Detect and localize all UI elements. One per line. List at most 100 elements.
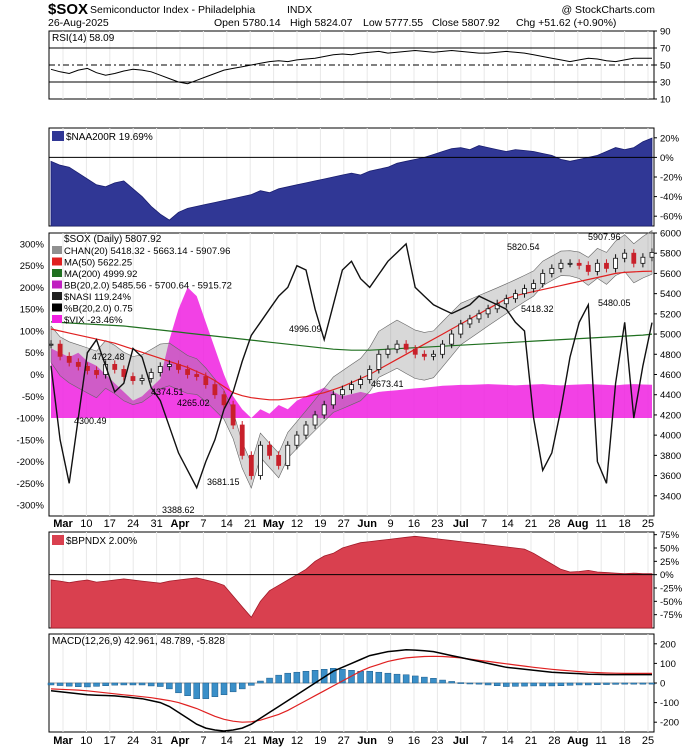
candle-body [649,252,655,258]
legend-swatch [52,257,62,266]
macd-histogram-bar [575,682,583,686]
y-tick-label: 4600 [660,370,681,381]
x-tick-label: May [263,518,285,530]
x-tick-label: Jul [453,735,469,747]
candle-body [394,343,400,350]
chart-date: 26-Aug-2025 [48,17,109,29]
y-tick-label: -20% [660,173,683,184]
candle-body [522,288,527,295]
y-tick-label: 50% [660,544,680,555]
candle-body [239,424,245,456]
legend-swatch [52,269,62,277]
macd-histogram-bar [147,682,155,687]
x-tick-label: 7 [200,735,206,747]
y-tick-label-left: -100% [17,414,45,425]
chart-watermark: @ StockCharts.com [561,4,655,16]
y-tick-label: 3800 [660,451,681,462]
macd-histogram-bar [521,682,528,687]
macd-histogram-bar [175,682,182,694]
macd-histogram-bar [266,677,273,684]
macd-histogram-bar [84,682,91,688]
x-tick-label: 27 [338,518,350,530]
macd-histogram-bar [466,682,474,685]
y-tick-label-left: 200% [20,283,45,294]
price-annotation: 5907.96 [588,232,621,242]
macd-histogram-bar [393,673,401,684]
ohlc-high: High 5824.07 [290,17,353,29]
x-tick-label: 18 [618,735,630,747]
bpndx-legend-swatch [52,535,64,545]
x-tick-label: 7 [481,518,487,530]
rsi-line [50,49,652,85]
nasi-line [50,242,653,490]
x-tick-label: 19 [314,735,326,747]
y-tick-label: -60% [660,212,683,223]
x-tick-label: Aug [567,735,588,747]
y-tick-label: -75% [660,610,683,621]
candle-body [57,343,63,357]
x-tick-label: 14 [221,735,233,747]
macd-histogram-bar [411,675,419,684]
candle-body [66,355,72,363]
y-tick-label: 3400 [660,491,681,502]
candle-body [440,343,445,355]
candle-body [221,394,227,406]
y-tick-label-left: -50% [22,392,45,403]
candle-body [485,308,491,315]
x-tick-label: Mar [53,735,73,747]
x-tick-label: 11 [595,735,606,747]
legend-entry: CHAN(20) 5418.32 - 5663.14 - 5907.96 [64,246,230,257]
x-tick-label: 25 [642,735,654,747]
macd-histogram-bar [621,682,628,685]
chart-symbol: $SOX [48,1,88,18]
macd-histogram-bar [512,682,519,687]
y-tick-label: 5400 [660,289,681,300]
legend-entry: $VIX -23.46% [64,315,123,326]
x-tick-label: 18 [618,518,630,530]
macd-histogram-bar [493,682,501,686]
macd-histogram-bar [421,676,428,684]
legend-swatch [52,280,62,289]
y-tick-label: 4000 [660,431,681,442]
y-tick-label: 0 [660,679,665,690]
macd-histogram-bar [138,682,146,686]
macd-signal-line [50,655,652,723]
legend-swatch [52,315,62,323]
candle-body [385,348,391,355]
macd-histogram-bar [275,674,282,684]
macd-histogram-bar [503,682,510,687]
candle-body [148,372,154,379]
naa200r-legend-swatch [52,131,64,141]
macd-histogram-bar [238,682,246,690]
legend-entry: $NASI 119.24% [64,292,131,303]
y-tick-label: 5200 [660,309,681,320]
x-tick-label: 21 [525,518,537,530]
macd-histogram-bar [548,682,556,687]
x-tick-label: 28 [548,735,560,747]
x-tick-label: 12 [291,518,303,530]
macd-histogram-bar [65,682,73,687]
y-tick-label: -40% [660,192,683,203]
macd-histogram-bar [539,682,546,687]
y-tick-label: -50% [660,597,683,608]
y-tick-label-left: -150% [17,435,45,446]
ohlc-low: Low 5777.55 [363,17,423,29]
candle-body [367,369,373,380]
y-tick-label: 100 [660,659,676,670]
candle-body [312,414,318,426]
x-tick-label: 19 [314,518,326,530]
y-tick-label-left: 100% [20,326,45,337]
candle-body [558,262,564,269]
candle-body [531,283,537,289]
y-tick-label-left: -250% [17,479,45,490]
macd-histogram-bar [157,682,164,687]
y-tick-label: -25% [660,584,683,595]
candle-body [112,363,118,370]
macd-histogram-bar [202,682,210,699]
price-annotation: 5480.05 [598,298,631,308]
y-tick-label: 70 [660,44,671,55]
candle-body [613,257,618,269]
legend-swatch [52,303,62,312]
